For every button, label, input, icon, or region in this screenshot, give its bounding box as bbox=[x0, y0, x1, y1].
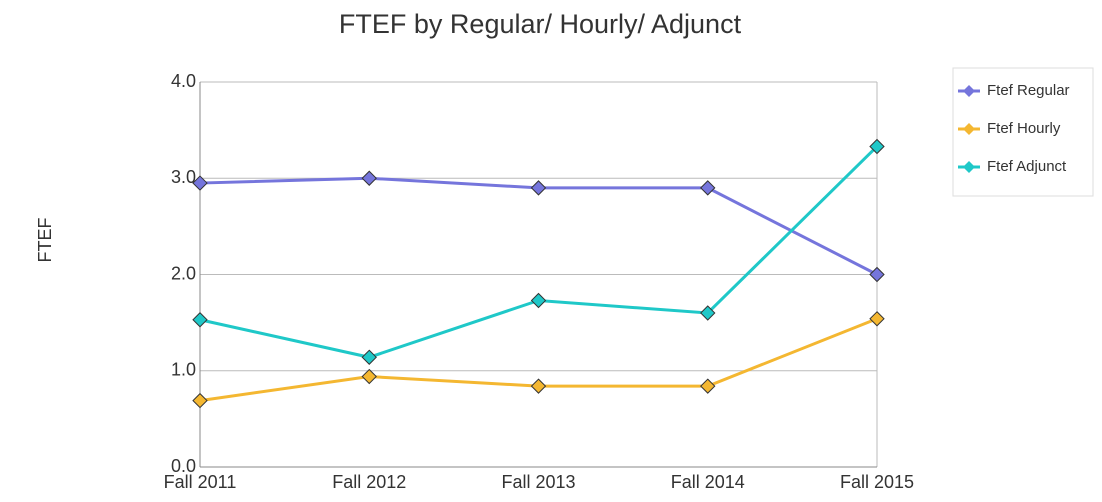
x-tick-label: Fall 2012 bbox=[332, 472, 406, 492]
data-point bbox=[530, 180, 547, 196]
data-point bbox=[361, 368, 377, 385]
x-tick-label: Fall 2013 bbox=[501, 472, 575, 492]
data-point bbox=[192, 392, 208, 409]
y-tick-label: 4.0 bbox=[171, 71, 196, 91]
data-point bbox=[700, 180, 716, 196]
legend-marker bbox=[963, 123, 975, 135]
data-point bbox=[700, 378, 716, 394]
data-point bbox=[530, 378, 547, 394]
y-tick-label: 1.0 bbox=[171, 360, 196, 380]
x-tick-label: Fall 2011 bbox=[164, 472, 237, 492]
chart-title: FTEF by Regular/ Hourly/ Adjunct bbox=[339, 9, 742, 39]
data-point bbox=[869, 266, 885, 283]
y-tick-label: 2.0 bbox=[171, 263, 196, 283]
data-point bbox=[700, 305, 716, 321]
y-tick-label: 3.0 bbox=[171, 167, 196, 187]
legend-marker bbox=[963, 161, 975, 173]
x-tick-label: Fall 2014 bbox=[671, 472, 745, 492]
legend-label: Ftef Regular bbox=[987, 82, 1070, 99]
data-point bbox=[361, 170, 377, 186]
y-axis-label: FTEF bbox=[35, 218, 55, 263]
data-point bbox=[530, 292, 547, 309]
data-point bbox=[869, 138, 885, 155]
data-point bbox=[361, 349, 377, 365]
legend-box bbox=[952, 67, 1094, 197]
data-point bbox=[192, 312, 208, 328]
legend-marker bbox=[963, 85, 975, 97]
data-point bbox=[192, 175, 208, 191]
y-tick-label: 0.0 bbox=[171, 456, 196, 476]
legend-label: Ftef Adjunct bbox=[987, 158, 1067, 175]
data-point bbox=[869, 311, 885, 327]
legend-label: Ftef Hourly bbox=[987, 120, 1061, 137]
x-tick-label: Fall 2015 bbox=[840, 472, 914, 492]
